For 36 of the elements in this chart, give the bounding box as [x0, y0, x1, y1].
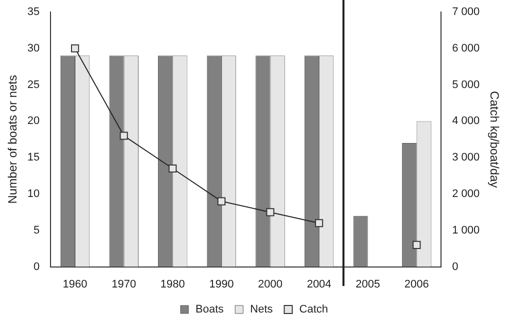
y-tick-label: 0 — [34, 260, 40, 273]
point — [120, 132, 128, 140]
point — [168, 164, 177, 173]
y2-tick-label: 3 000 — [452, 152, 480, 164]
x-tick-label: 2004 — [306, 278, 332, 290]
y-tick-label: 10 — [27, 188, 40, 200]
x-tick-label: 2005 — [356, 278, 380, 290]
x-tick-label: 1970 — [112, 278, 136, 290]
point — [315, 219, 324, 228]
y2-tick-label: 0 — [452, 260, 458, 273]
point — [217, 197, 226, 206]
y-tick-label: 5 — [34, 224, 40, 236]
y2-tick-label: 2 000 — [452, 188, 480, 200]
y2-tick-label: 7 000 — [452, 6, 480, 18]
x-tick-label: 1960 — [62, 278, 88, 290]
y-tick-label: 15 — [27, 152, 40, 164]
y-axis-title: Number of boats or nets — [6, 75, 20, 204]
y-tick-label: 20 — [27, 115, 40, 128]
y2-axis-title: Catch kg/boat/day — [487, 91, 502, 188]
x-tick-label: 2006 — [404, 278, 429, 290]
y-tick-label: 35 — [27, 6, 40, 18]
y2-tick-label: 5 000 — [452, 78, 480, 91]
y2-tick-label: 1 000 — [452, 224, 480, 236]
legend-label: Catch — [299, 304, 328, 316]
y2-tick-label: 4 000 — [452, 115, 480, 128]
x-tick-label: 2000 — [258, 278, 282, 290]
x-tick-label: 1980 — [160, 278, 185, 290]
point — [266, 208, 274, 216]
legend-label: Boats — [196, 304, 224, 316]
point — [71, 44, 80, 52]
point — [412, 240, 421, 249]
y-tick-label: 30 — [27, 42, 40, 54]
x-tick-label: 1990 — [209, 278, 234, 290]
legend-label: Nets — [250, 304, 274, 316]
y-tick-label: 25 — [27, 78, 40, 91]
y2-tick-label: 6 000 — [452, 42, 480, 54]
